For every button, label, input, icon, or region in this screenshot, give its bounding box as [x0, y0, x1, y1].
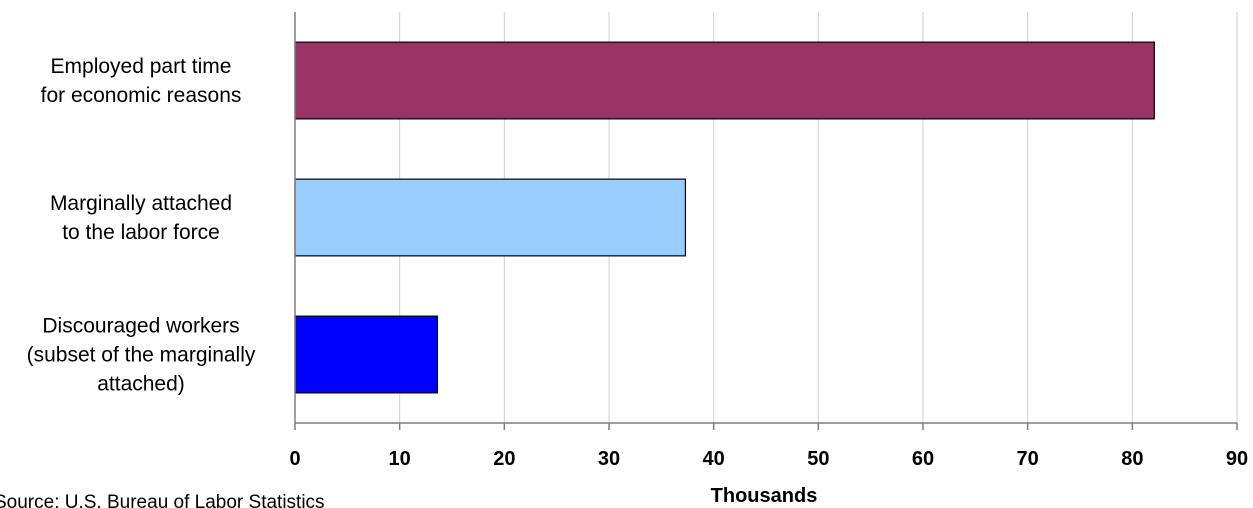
x-axis-title: Thousands	[711, 485, 818, 507]
x-tick-label-70: 70	[1017, 448, 1039, 470]
x-tick-label-0: 0	[289, 448, 300, 470]
category-label-1: Employed part time for economic reasons	[41, 55, 242, 107]
bars	[294, 41, 1155, 394]
source-note: Source: U.S. Bureau of Labor Statistics	[0, 492, 325, 508]
x-tick-label-80: 80	[1121, 448, 1143, 470]
bar-3	[294, 315, 438, 394]
bar-2	[294, 178, 687, 257]
tick-labels: 0 10 20 30 40 50 60 70 80 90	[289, 448, 1248, 470]
x-tick-label-10: 10	[389, 448, 411, 470]
category-label-3: Discouraged workers (subset of the margin…	[27, 315, 256, 396]
x-tick-label-90: 90	[1226, 448, 1248, 470]
x-tick-label-20: 20	[493, 448, 515, 470]
x-tick-label-40: 40	[703, 448, 725, 470]
category-labels: Employed part time for economic reasons Ma…	[27, 55, 256, 396]
x-tick-label-30: 30	[598, 448, 620, 470]
x-tick-label-60: 60	[912, 448, 934, 470]
axes	[294, 12, 1238, 430]
category-label-2: Marginally attached to the labor force	[50, 192, 232, 244]
x-tick-label-50: 50	[807, 448, 829, 470]
bar-1	[294, 41, 1155, 120]
